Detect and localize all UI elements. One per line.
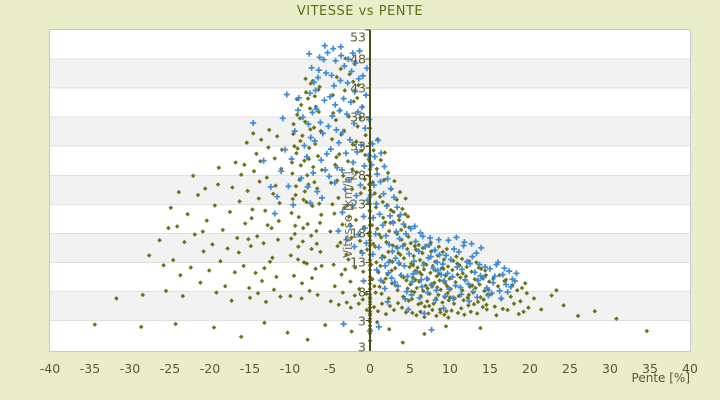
y-tick-label: 13 [350, 254, 366, 270]
y-tick-label: 28 [350, 167, 366, 183]
x-tick-label: -25 [159, 361, 181, 376]
x-tick-label: -20 [199, 361, 221, 376]
x-tick-label: -30 [119, 361, 141, 376]
x-tick-label: 0 [366, 361, 374, 376]
y-tick-label: 43 [350, 80, 366, 96]
x-tick-label: -5 [323, 361, 337, 376]
x-tick-label: 5 [406, 361, 414, 376]
x-tick-label: 10 [442, 361, 458, 376]
y-tick-label: 53 [350, 29, 366, 45]
y-tick-label: 3 [358, 313, 366, 328]
x-tick-label: 20 [522, 361, 538, 376]
x-tick-label: 15 [482, 361, 498, 376]
chart-title: VITESSE vs PENTE [296, 4, 424, 19]
x-tick-label: 25 [562, 361, 578, 376]
y-tick-label: 8 [358, 284, 366, 299]
x-tick-label: -40 [39, 361, 61, 376]
x-tick-label: -35 [79, 361, 101, 376]
y-tick-label: 18 [350, 225, 366, 241]
x-tick-label: -15 [239, 361, 261, 376]
x-tick-label: -10 [279, 361, 301, 376]
y-tick-label: 3 [358, 339, 366, 355]
y-tick-label: 23 [350, 196, 366, 212]
x-tick-label: 30 [602, 361, 618, 376]
y-tick-label: 48 [350, 51, 366, 67]
x-axis-label: Pente [%] [631, 371, 690, 385]
y-tick-label: 38 [350, 109, 366, 125]
x-tick-label: 40 [682, 361, 698, 376]
y-tick-label: 33 [350, 138, 366, 154]
y-axis-label: Vitesse [km/h] [341, 171, 355, 259]
x-tick-label: 35 [642, 361, 658, 376]
